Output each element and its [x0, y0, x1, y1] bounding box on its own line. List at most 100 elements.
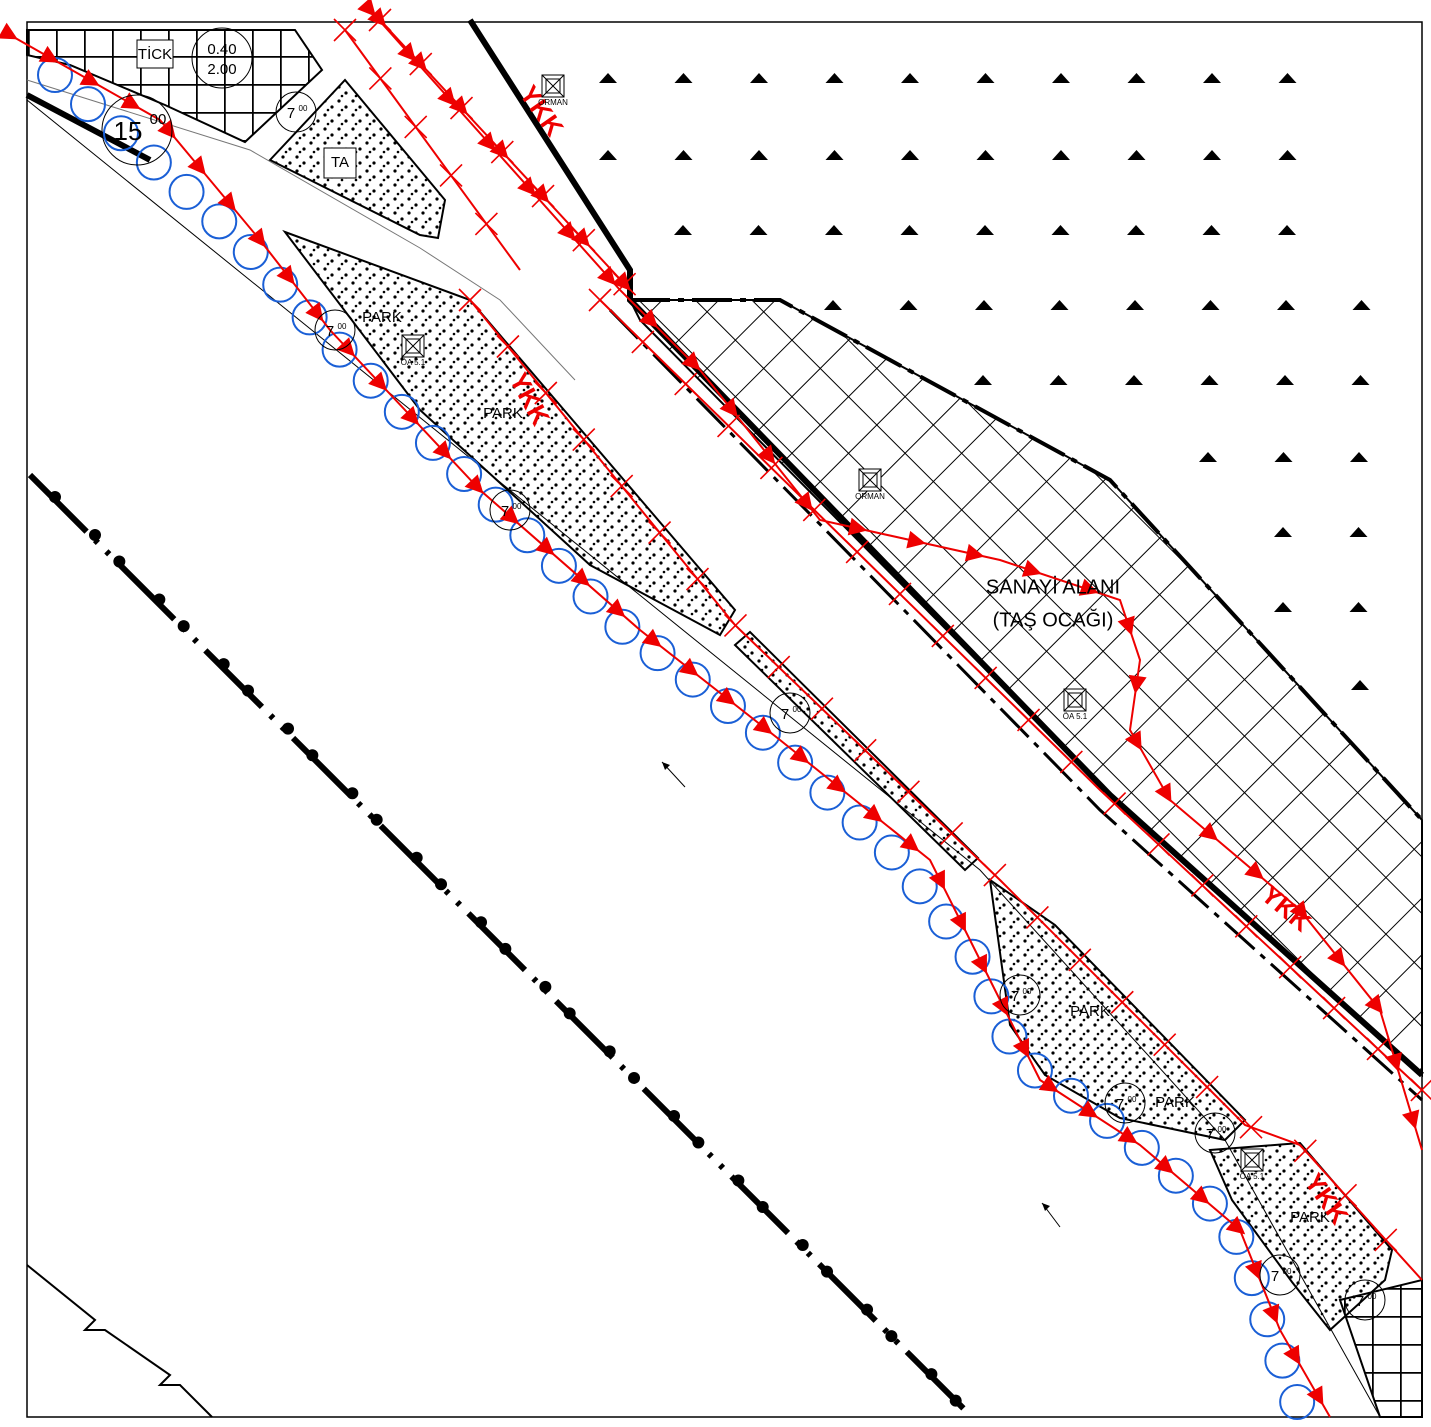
tree	[777, 744, 814, 781]
road-width: 7	[501, 503, 509, 520]
forest-symbol	[1052, 150, 1070, 160]
forest-symbol	[824, 300, 842, 310]
hatched-area	[1338, 1278, 1423, 1418]
ykk-marker	[1198, 822, 1219, 841]
ratio: 2.00	[207, 61, 236, 78]
railway-node	[89, 529, 101, 541]
ratio-circle	[191, 27, 253, 89]
forest-symbol	[1202, 225, 1221, 235]
tree	[1123, 1129, 1160, 1166]
ykk-cross	[439, 163, 463, 188]
green-area-symbol	[1240, 1148, 1264, 1172]
forest-symbol	[1350, 452, 1368, 462]
green-area-label: ÖA 5.1	[1063, 712, 1088, 721]
forest-symbol	[1127, 73, 1146, 83]
ykk-cross	[572, 228, 596, 252]
ykk-cross	[1410, 1078, 1431, 1102]
ykk-marker	[1327, 947, 1346, 967]
ykk-cross	[458, 288, 482, 312]
boundary-line	[26, 1264, 213, 1418]
arrow-head	[662, 762, 670, 770]
ykk-marker	[38, 45, 59, 63]
forest-symbol	[1127, 225, 1145, 235]
ykk-marker	[899, 833, 920, 852]
railway-node	[796, 1239, 809, 1252]
ykk-marker	[1244, 1259, 1262, 1280]
tree	[321, 331, 358, 368]
road	[26, 79, 576, 381]
ykk-marker	[79, 69, 100, 86]
railway-node	[435, 878, 448, 891]
railway-node	[306, 749, 319, 762]
road-width-decimal: 00	[338, 322, 347, 331]
forest-symbol	[1278, 150, 1297, 160]
ykk-cross	[1059, 750, 1083, 774]
road	[26, 99, 1381, 1418]
tree	[1052, 1077, 1089, 1114]
ykk-cross	[474, 212, 498, 236]
forest-symbol	[825, 150, 844, 160]
tree	[291, 299, 328, 336]
forest-symbol	[1351, 375, 1370, 385]
ykk-marker	[397, 42, 416, 62]
ykk-marker	[1289, 900, 1308, 920]
road-width: 15	[114, 116, 143, 146]
ykk-marker	[1038, 1074, 1059, 1093]
ykk-marker	[1021, 559, 1042, 577]
railway-node	[628, 1071, 641, 1084]
road-width: 7	[326, 323, 334, 340]
tree	[232, 233, 269, 270]
forest-symbol	[901, 150, 919, 160]
park	[733, 630, 980, 872]
green-area-label: ÖA 5.1	[401, 358, 426, 367]
tree	[201, 203, 238, 240]
ykk-marker	[400, 405, 420, 426]
green-area-symbol	[401, 334, 425, 358]
tree	[709, 687, 746, 724]
ykk-marker	[0, 22, 18, 40]
ykk-cross	[810, 697, 834, 721]
ykk-line	[344, 29, 521, 271]
ykk-marker	[1283, 1344, 1300, 1365]
railway-node	[370, 813, 383, 826]
ykk-marker	[1128, 674, 1147, 694]
forest-symbol	[599, 73, 617, 83]
railway-node	[603, 1045, 616, 1058]
label-box	[136, 39, 174, 69]
road-width-decimal: 00	[299, 104, 308, 113]
ykk-cross	[404, 115, 428, 139]
forest-symbol	[1274, 452, 1293, 462]
tree	[37, 57, 73, 93]
ykk-cross	[974, 666, 998, 690]
technical-area	[268, 78, 447, 240]
tree	[572, 578, 609, 615]
forest-symbol	[1126, 300, 1144, 310]
width-circle	[1194, 1112, 1236, 1154]
tree	[414, 424, 451, 461]
railway-node	[242, 684, 255, 697]
railway-node	[563, 1007, 576, 1020]
forest-symbol	[541, 74, 565, 98]
forest-symbol	[1274, 602, 1292, 612]
ykk-marker	[499, 505, 520, 525]
ykk-marker	[1189, 1185, 1210, 1204]
road-width: 7	[1206, 1126, 1214, 1143]
ykk-cross	[496, 334, 520, 359]
ykk-cross	[940, 821, 964, 846]
ykk-marker	[276, 264, 295, 285]
ykk-cross	[409, 52, 433, 76]
width-circle	[314, 309, 356, 351]
ykk-cross	[490, 140, 514, 164]
ykk-cross	[368, 8, 392, 32]
park-label: PARK	[362, 309, 402, 326]
road-width: 7	[1356, 1293, 1364, 1310]
forest-symbol	[1203, 73, 1221, 83]
tree	[69, 86, 106, 123]
ykk-marker	[217, 191, 236, 212]
railway-node	[153, 593, 166, 606]
forest-symbol	[1201, 300, 1220, 310]
forest-symbol	[825, 73, 844, 83]
road-width-decimal: 00	[513, 502, 522, 511]
ykk-cross	[588, 288, 612, 312]
